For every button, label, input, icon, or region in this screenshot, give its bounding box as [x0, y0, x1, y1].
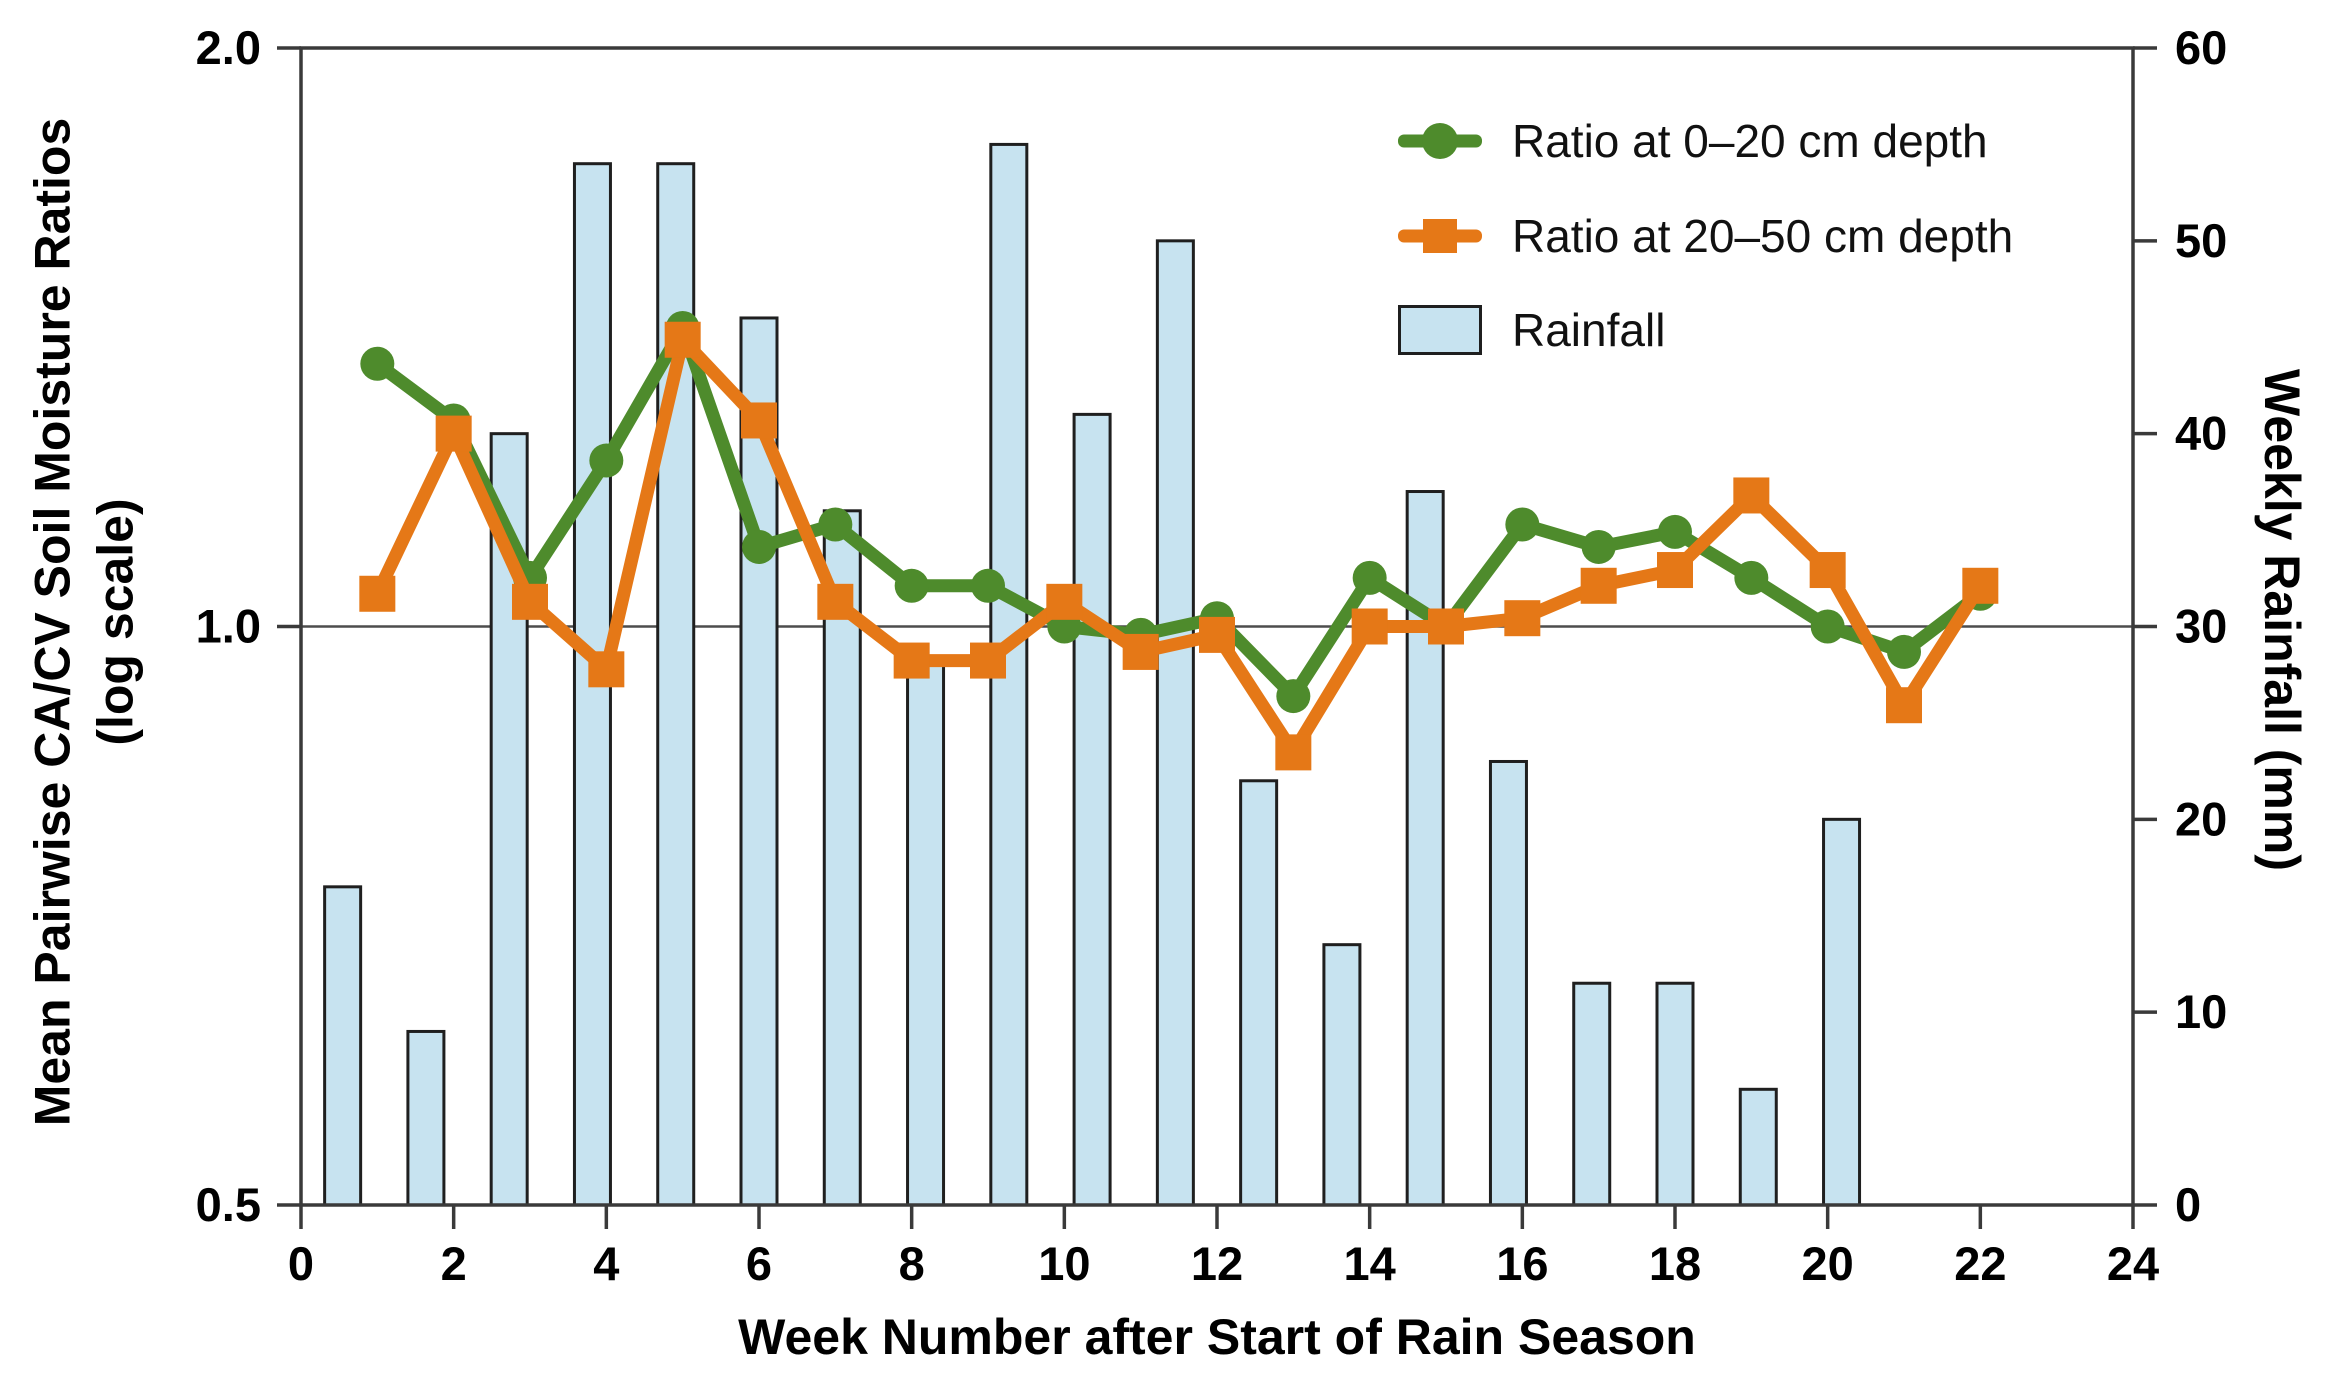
ratio-0-20-point — [360, 346, 395, 381]
rainfall-bar — [739, 316, 779, 1207]
rainfall-bar — [1822, 817, 1862, 1207]
rainfall-bar — [1738, 1087, 1778, 1207]
y-right-axis-title: Weekly Rainfall (mm) — [2254, 368, 2310, 872]
ratio-0-20-point — [1505, 507, 1540, 542]
x-axis-title: Week Number after Start of Rain Season — [738, 1309, 1696, 1365]
ratio-0-20-point — [894, 568, 929, 603]
legend-item-ratio-0-20: Ratio at 0–20 cm depth — [1398, 111, 1988, 171]
ratio-20-50-point — [664, 321, 701, 358]
x-tick-label: 8 — [899, 1237, 925, 1290]
green-line-circle-marker-icon — [1398, 111, 1482, 171]
x-tick-label: 24 — [2107, 1237, 2159, 1290]
ratio-0-20-point — [1734, 560, 1769, 595]
ratio-20-50-point — [1122, 633, 1159, 670]
y-left-tick-label: 0.5 — [196, 1178, 261, 1231]
ratio-0-20-point — [1887, 634, 1921, 669]
ratio-0-20-point — [1276, 679, 1311, 714]
y-left-tick-label: 1.0 — [196, 600, 261, 653]
ratio-20-50-point — [1809, 552, 1846, 589]
ratio-20-50-point — [1046, 583, 1083, 620]
y-right-tick-label: 20 — [2175, 792, 2227, 845]
rainfall-bar — [906, 663, 946, 1207]
ratio-20-50-point — [893, 642, 930, 679]
ratio-20-50-point — [512, 583, 548, 620]
x-tick-label: 2 — [441, 1237, 467, 1290]
rainfall-bar — [1655, 981, 1695, 1207]
y-left-tick-label: 2.0 — [196, 21, 261, 74]
ratio-0-20-point — [1352, 560, 1387, 595]
ratio-20-50-point — [588, 651, 625, 688]
y-left-axis-title: Mean Pairwise CA/CV Soil Moisture Ratios… — [24, 117, 144, 1127]
rainfall-bar — [406, 1029, 446, 1207]
legend-item-ratio-20-50: Ratio at 20–50 cm depth — [1398, 206, 2013, 266]
x-tick-label: 12 — [1191, 1237, 1243, 1290]
ratio-20-50-point — [741, 402, 777, 439]
ratio-20-50-point — [359, 575, 396, 612]
ratio-20-50-point — [1199, 616, 1235, 653]
ratio-20-50-point — [1580, 567, 1617, 604]
rainfall-swatch-icon — [1398, 300, 1482, 360]
ratio-20-50-point — [1351, 608, 1388, 645]
x-tick-label: 6 — [746, 1237, 772, 1290]
ratio-20-50-point — [1275, 734, 1312, 771]
x-tick-label: 14 — [1344, 1237, 1396, 1290]
ratio-0-20-line — [370, 321, 1987, 703]
y-right-tick-label: 10 — [2175, 985, 2227, 1038]
y-right-tick-label: 0 — [2175, 1178, 2201, 1231]
ratio-20-50-point — [1657, 552, 1693, 589]
rainfall-bar — [1572, 981, 1612, 1207]
ratio-20-50-point — [1962, 567, 1999, 604]
ratio-0-20-point — [589, 443, 624, 478]
rainfall-bar — [1322, 943, 1362, 1207]
ratio-20-50-point — [970, 642, 1006, 679]
ratio-0-20-point — [818, 507, 853, 542]
ratio-20-50-point — [1886, 687, 1922, 724]
x-tick-label: 4 — [593, 1237, 619, 1290]
x-tick-label: 20 — [1802, 1237, 1854, 1290]
y-right-tick-label: 30 — [2175, 600, 2227, 653]
legend-label: Ratio at 20–50 cm depth — [1512, 210, 2014, 262]
rainfall-bar — [1155, 239, 1195, 1207]
y-right-tick-label: 40 — [2175, 407, 2227, 460]
ratio-0-20-point — [971, 568, 1005, 603]
orange-line-square-marker-icon — [1398, 206, 1482, 266]
ratio-20-50-point — [817, 583, 854, 620]
y-right-tick-label: 60 — [2175, 21, 2227, 74]
legend-label: Ratio at 0–20 cm depth — [1512, 115, 1988, 167]
ratio-0-20-point — [1810, 609, 1845, 644]
rainfall-bar — [1488, 759, 1528, 1207]
ratio-20-50-point — [435, 415, 472, 452]
ratio-0-20-point — [1581, 529, 1616, 564]
x-tick-label: 16 — [1496, 1237, 1548, 1290]
ratio-20-50-line — [370, 333, 1987, 759]
y-right-tick-label: 50 — [2175, 214, 2227, 267]
rainfall-bar — [1239, 779, 1279, 1207]
ratio-0-20-point — [1658, 514, 1692, 549]
legend-item-rainfall: Rainfall — [1398, 300, 1665, 360]
rainfall-bar — [323, 885, 363, 1207]
rainfall-bar — [1072, 412, 1112, 1207]
x-tick-label: 22 — [1954, 1237, 2006, 1290]
x-tick-label: 18 — [1649, 1237, 1701, 1290]
ratio-20-50-point — [1504, 600, 1541, 637]
ratio-20-50-point — [1733, 477, 1770, 514]
x-tick-label: 10 — [1038, 1237, 1090, 1290]
x-tick-label: 0 — [288, 1237, 314, 1290]
ratio-0-20-point — [742, 529, 776, 564]
legend-label: Rainfall — [1512, 304, 1666, 356]
ratio-20-50-point — [1428, 608, 1464, 645]
rainfall-bar — [822, 509, 862, 1207]
